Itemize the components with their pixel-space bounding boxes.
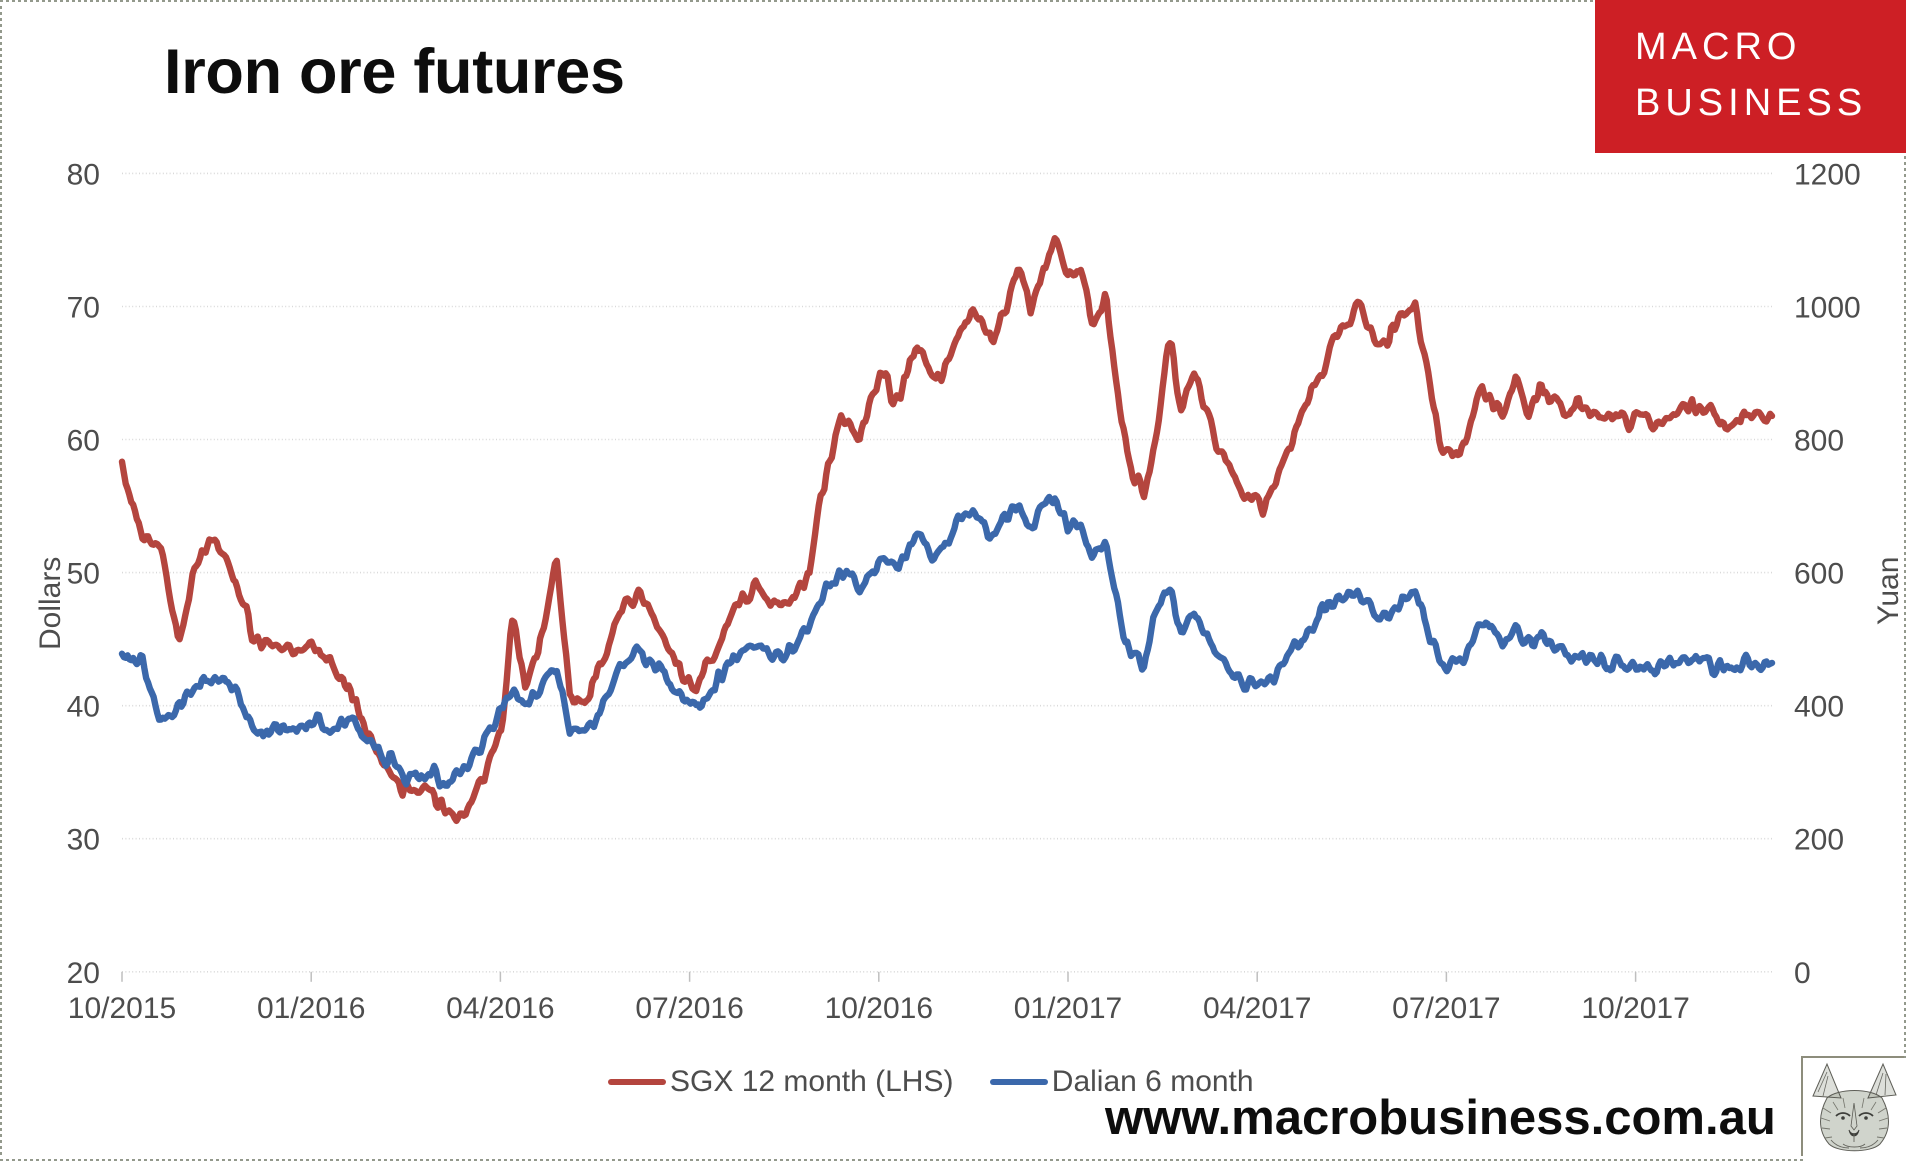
svg-text:60: 60 bbox=[67, 425, 100, 458]
svg-text:04/2016: 04/2016 bbox=[446, 992, 554, 1025]
svg-text:0: 0 bbox=[1794, 957, 1811, 990]
svg-text:800: 800 bbox=[1794, 425, 1844, 458]
svg-text:70: 70 bbox=[67, 292, 100, 325]
svg-text:07/2016: 07/2016 bbox=[635, 992, 743, 1025]
svg-text:01/2017: 01/2017 bbox=[1014, 992, 1122, 1025]
svg-text:1000: 1000 bbox=[1794, 292, 1861, 325]
svg-text:600: 600 bbox=[1794, 558, 1844, 591]
svg-text:30: 30 bbox=[67, 824, 100, 857]
svg-text:200: 200 bbox=[1794, 824, 1844, 857]
svg-text:04/2017: 04/2017 bbox=[1203, 992, 1311, 1025]
svg-text:10/2015: 10/2015 bbox=[68, 992, 176, 1025]
svg-text:10/2017: 10/2017 bbox=[1581, 992, 1689, 1025]
svg-text:1200: 1200 bbox=[1794, 158, 1861, 191]
svg-text:80: 80 bbox=[67, 158, 100, 191]
svg-text:400: 400 bbox=[1794, 691, 1844, 724]
svg-text:40: 40 bbox=[67, 691, 100, 724]
svg-text:50: 50 bbox=[67, 558, 100, 591]
svg-text:20: 20 bbox=[67, 957, 100, 990]
svg-text:10/2016: 10/2016 bbox=[825, 992, 933, 1025]
svg-text:07/2017: 07/2017 bbox=[1392, 992, 1500, 1025]
svg-text:01/2016: 01/2016 bbox=[257, 992, 365, 1025]
